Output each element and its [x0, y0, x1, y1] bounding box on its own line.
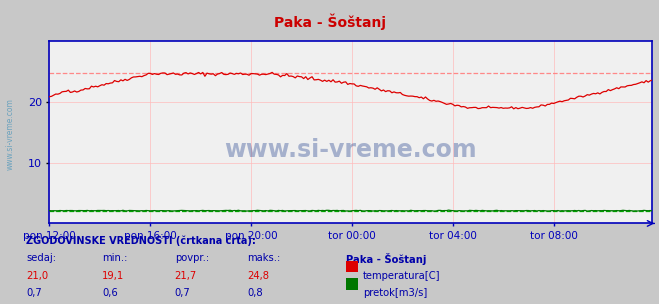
- Text: 0,7: 0,7: [26, 288, 42, 298]
- Text: maks.:: maks.:: [247, 253, 280, 263]
- Text: 19,1: 19,1: [102, 271, 125, 281]
- Text: Paka - Šoštanj: Paka - Šoštanj: [273, 14, 386, 30]
- Text: www.si-vreme.com: www.si-vreme.com: [225, 139, 477, 162]
- Text: povpr.:: povpr.:: [175, 253, 209, 263]
- Text: 0,8: 0,8: [247, 288, 263, 298]
- Text: ZGODOVINSKE VREDNOSTI (črtkana črta):: ZGODOVINSKE VREDNOSTI (črtkana črta):: [26, 236, 256, 246]
- Text: 0,6: 0,6: [102, 288, 118, 298]
- Text: 21,7: 21,7: [175, 271, 197, 281]
- Text: 0,7: 0,7: [175, 288, 190, 298]
- Text: temperatura[C]: temperatura[C]: [363, 271, 441, 281]
- Text: pretok[m3/s]: pretok[m3/s]: [363, 288, 427, 298]
- Text: www.si-vreme.com: www.si-vreme.com: [5, 98, 14, 170]
- Text: sedaj:: sedaj:: [26, 253, 57, 263]
- Text: 24,8: 24,8: [247, 271, 269, 281]
- Text: 21,0: 21,0: [26, 271, 49, 281]
- Text: Paka - Šoštanj: Paka - Šoštanj: [346, 253, 426, 265]
- Text: min.:: min.:: [102, 253, 128, 263]
